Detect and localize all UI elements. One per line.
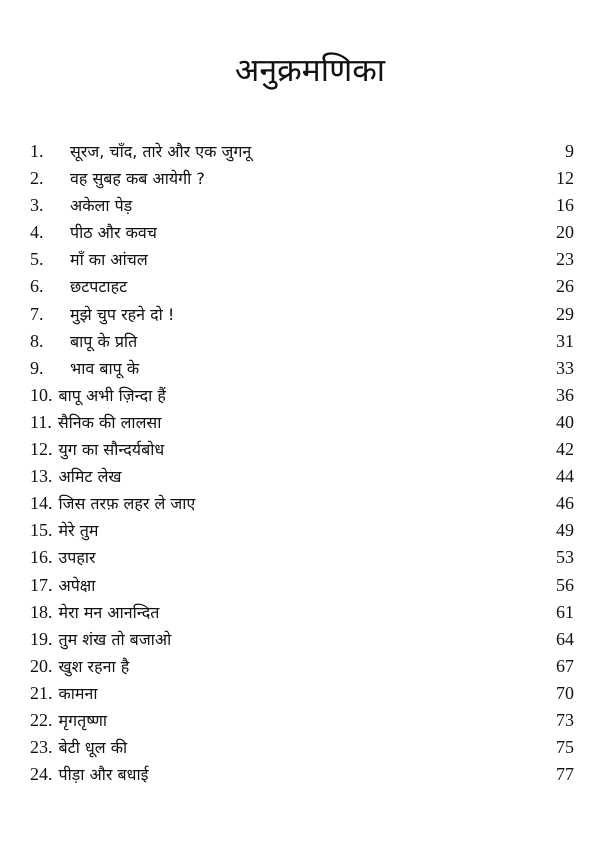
entry-number: 1. bbox=[30, 141, 44, 161]
toc-entry: 16. उपहार 53 bbox=[30, 546, 574, 573]
toc-entry: 8. बापू के प्रति 31 bbox=[30, 330, 574, 357]
entry-title: खुश रहना है bbox=[58, 656, 130, 676]
entry-title: बापू के प्रति bbox=[70, 331, 138, 351]
entry-title: बापू अभी ज़िन्दा हैं bbox=[58, 385, 166, 405]
entry-title: अकेला पेड़ bbox=[70, 196, 133, 216]
entry-title: अमिट लेख bbox=[58, 467, 122, 487]
entry-page-number: 36 bbox=[556, 384, 574, 405]
entry-page-number: 53 bbox=[556, 547, 574, 568]
entry-number: 2. bbox=[30, 168, 44, 189]
toc-entry: 21. कामना 70 bbox=[30, 682, 574, 709]
entry-number: 9. bbox=[30, 357, 44, 378]
toc-entry: 17. अपेक्षा 56 bbox=[30, 574, 574, 601]
entry-title: मेरा मन आनन्दित bbox=[58, 602, 160, 622]
toc-entry: 14. जिस तरफ़ लहर ले जाए 46 bbox=[30, 492, 574, 519]
entry-title: मेरे तुम bbox=[58, 521, 99, 541]
entry-page-number: 75 bbox=[556, 737, 574, 758]
entry-title: छटपटाहट bbox=[70, 277, 128, 297]
entry-number: 12. bbox=[30, 439, 53, 460]
entry-number: 16. bbox=[30, 547, 53, 568]
entry-number: 14. bbox=[30, 493, 53, 514]
entry-page-number: 44 bbox=[556, 466, 574, 487]
entry-number: 8. bbox=[30, 330, 44, 351]
toc-entry: 11. सैनिक की लालसा 40 bbox=[30, 411, 574, 438]
table-of-contents: 1. सूरज, चाँद, तारे और एक जुगनू 9 2. वह सुबह… bbox=[30, 140, 574, 790]
entry-number: 6. bbox=[30, 276, 44, 297]
toc-entry: 12. युग का सौन्दर्यबोध 42 bbox=[30, 438, 574, 465]
entry-title: उपहार bbox=[58, 548, 96, 568]
entry-number: 22. bbox=[30, 709, 53, 730]
entry-page-number: 56 bbox=[556, 574, 574, 595]
toc-entry: 18. मेरा मन आनन्दित 61 bbox=[30, 601, 574, 628]
entry-number: 15. bbox=[30, 520, 53, 541]
entry-number: 13. bbox=[30, 466, 53, 487]
entry-title: पीठ और कवच bbox=[70, 223, 157, 243]
toc-entry: 24. पीड़ा और बधाई 77 bbox=[30, 763, 574, 790]
entry-number: 7. bbox=[30, 303, 44, 324]
entry-title: युग का सौन्दर्यबोध bbox=[58, 440, 165, 460]
entry-number: 20. bbox=[30, 655, 53, 676]
entry-number: 5. bbox=[30, 249, 44, 270]
entry-number: 3. bbox=[30, 195, 44, 216]
entry-title: पीड़ा और बधाई bbox=[58, 765, 149, 785]
entry-title: माँ का आंचल bbox=[70, 250, 148, 270]
entry-page-number: 33 bbox=[556, 357, 574, 378]
toc-entry: 4. पीठ और कवच 20 bbox=[30, 221, 574, 248]
entry-title: तुम शंख तो बजाओ bbox=[58, 629, 172, 649]
entry-page-number: 12 bbox=[556, 168, 574, 189]
entry-title: कामना bbox=[58, 683, 98, 703]
toc-entry: 13. अमिट लेख 44 bbox=[30, 465, 574, 492]
entry-number: 24. bbox=[30, 764, 53, 785]
entry-page-number: 49 bbox=[556, 520, 574, 541]
toc-entry: 3. अकेला पेड़ 16 bbox=[30, 194, 574, 221]
entry-page-number: 29 bbox=[556, 303, 574, 324]
toc-entry: 22. मृगतृष्णा 73 bbox=[30, 709, 574, 736]
entry-title: मुझे चुप रहने दो ! bbox=[70, 304, 175, 324]
toc-entry: 9. भाव बापू के 33 bbox=[30, 357, 574, 384]
entry-page-number: 9 bbox=[565, 141, 574, 161]
entry-title: भाव बापू के bbox=[70, 358, 140, 378]
entry-page-number: 77 bbox=[556, 764, 574, 785]
toc-entry: 1. सूरज, चाँद, तारे और एक जुगनू 9 bbox=[30, 140, 574, 167]
entry-number: 17. bbox=[30, 574, 53, 595]
entry-number: 23. bbox=[30, 737, 53, 758]
toc-entry: 20. खुश रहना है 67 bbox=[30, 655, 574, 682]
entry-page-number: 73 bbox=[556, 709, 574, 730]
entry-page-number: 31 bbox=[556, 330, 574, 351]
entry-number: 4. bbox=[30, 222, 44, 243]
toc-entry: 23. बेटी धूल की 75 bbox=[30, 736, 574, 763]
toc-entry: 19. तुम शंख तो बजाओ 64 bbox=[30, 628, 574, 655]
toc-entry: 10. बापू अभी ज़िन्दा हैं 36 bbox=[30, 384, 574, 411]
toc-entry: 5. माँ का आंचल 23 bbox=[30, 248, 574, 275]
entry-page-number: 42 bbox=[556, 439, 574, 460]
toc-entry: 15. मेरे तुम 49 bbox=[30, 519, 574, 546]
entry-page-number: 61 bbox=[556, 601, 574, 622]
page-title: अनुक्रमणिका bbox=[234, 51, 386, 89]
toc-entry: 2. वह सुबह कब आयेगी ? 12 bbox=[30, 167, 574, 194]
entry-number: 19. bbox=[30, 628, 53, 649]
entry-page-number: 67 bbox=[556, 655, 574, 676]
entry-number: 10. bbox=[30, 384, 53, 405]
entry-page-number: 70 bbox=[556, 682, 574, 703]
entry-title: बेटी धूल की bbox=[58, 738, 128, 758]
entry-title: सैनिक की लालसा bbox=[57, 412, 162, 432]
entry-page-number: 64 bbox=[556, 628, 574, 649]
entry-page-number: 26 bbox=[556, 276, 574, 297]
entry-page-number: 46 bbox=[556, 493, 574, 514]
entry-number: 11. bbox=[30, 411, 52, 432]
entry-page-number: 40 bbox=[556, 411, 574, 432]
toc-entry: 7. मुझे चुप रहने दो ! 29 bbox=[30, 303, 574, 330]
entry-page-number: 23 bbox=[556, 249, 574, 270]
entry-title: सूरज, चाँद, तारे और एक जुगनू bbox=[70, 142, 252, 161]
entry-title: वह सुबह कब आयेगी ? bbox=[70, 169, 205, 189]
entry-number: 18. bbox=[30, 601, 53, 622]
entry-title: जिस तरफ़ लहर ले जाए bbox=[58, 494, 196, 514]
toc-entry: 6. छटपटाहट 26 bbox=[30, 275, 574, 302]
entry-title: अपेक्षा bbox=[58, 575, 96, 595]
entry-title: मृगतृष्णा bbox=[58, 710, 108, 730]
entry-page-number: 20 bbox=[556, 222, 574, 243]
entry-number: 21. bbox=[30, 682, 53, 703]
entry-page-number: 16 bbox=[556, 195, 574, 216]
